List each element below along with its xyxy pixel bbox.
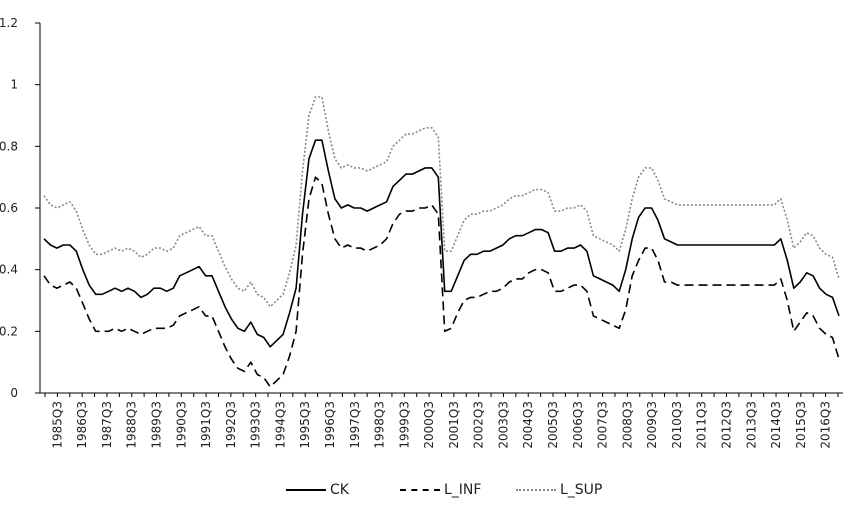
x-axis: 1985Q3 1986Q3 1987Q3 1988Q3 1989Q3 1990Q3 1991… [40, 392, 843, 449]
x-tick-label: 1985Q3 [50, 401, 64, 449]
series-line-l-sup [43, 96, 840, 308]
y-tick-label: 0.4 [0, 263, 18, 277]
y-tick-label: 0.6 [0, 201, 18, 215]
x-tick-label: 2005Q3 [546, 401, 560, 449]
x-tick-label: 1990Q3 [174, 401, 188, 449]
x-tick-label: 2010Q3 [670, 401, 684, 449]
x-tick-label: 1992Q3 [224, 401, 238, 449]
x-tick-label: 1996Q3 [323, 401, 337, 449]
y-axis: 0 0.2 0.4 0.6 0.8 1 1.2 [0, 16, 41, 400]
legend-item-l-inf: L_INF [400, 478, 481, 502]
x-tick-label: 1994Q3 [273, 401, 287, 449]
legend: CK L_INF L_SUP [0, 478, 850, 502]
x-tick-label: 1991Q3 [199, 401, 213, 449]
legend-label-ck: CK [330, 482, 349, 498]
x-tick-label: 2013Q3 [744, 401, 758, 449]
x-tick-label: 2002Q3 [472, 401, 486, 449]
legend-swatch-ck [286, 489, 326, 491]
x-tick-label: 1986Q3 [75, 401, 89, 449]
x-tick-label: 2016Q3 [819, 401, 833, 449]
y-tick-label: 0.8 [0, 139, 18, 153]
series-line-ck [43, 139, 840, 348]
x-tick-label: 1993Q3 [249, 401, 263, 449]
x-tick-label: 2001Q3 [447, 401, 461, 449]
y-tick-label: 1.2 [0, 16, 18, 30]
y-tick-label: 0 [10, 386, 18, 400]
legend-swatch-l-sup [516, 489, 556, 491]
x-tick-label: 2006Q3 [571, 401, 585, 449]
x-tick-label: 2009Q3 [645, 401, 659, 449]
x-tick-label: 2004Q3 [521, 401, 535, 449]
x-tick-label: 1997Q3 [348, 401, 362, 449]
x-tick-label: 1989Q3 [150, 401, 164, 449]
x-tick-label: 1987Q3 [100, 401, 114, 449]
legend-item-l-sup: L_SUP [516, 478, 602, 502]
y-tick-label: 0.2 [0, 324, 18, 338]
legend-item-ck: CK [286, 478, 349, 502]
x-tick-label: 1988Q3 [125, 401, 139, 449]
x-tick-label: 2014Q3 [769, 401, 783, 449]
series-line-l-inf [43, 176, 840, 388]
series-lines [43, 96, 840, 388]
x-tick-label: 2007Q3 [596, 401, 610, 449]
legend-swatch-l-inf [400, 489, 440, 491]
x-tick-label: 1995Q3 [298, 401, 312, 449]
x-tick-label: 1998Q3 [373, 401, 387, 449]
x-tick-label: 2003Q3 [496, 401, 510, 449]
legend-label-l-inf: L_INF [444, 482, 482, 498]
legend-label-l-sup: L_SUP [560, 482, 603, 498]
x-tick-label: 2015Q3 [794, 401, 808, 449]
x-tick-label: 2000Q3 [422, 401, 436, 449]
y-tick-label: 1 [10, 78, 18, 92]
x-tick-label: 1999Q3 [397, 401, 411, 449]
x-tick-label: 2008Q3 [620, 401, 634, 449]
x-tick-label: 2011Q3 [695, 401, 709, 449]
x-tick-label: 2012Q3 [719, 401, 733, 449]
